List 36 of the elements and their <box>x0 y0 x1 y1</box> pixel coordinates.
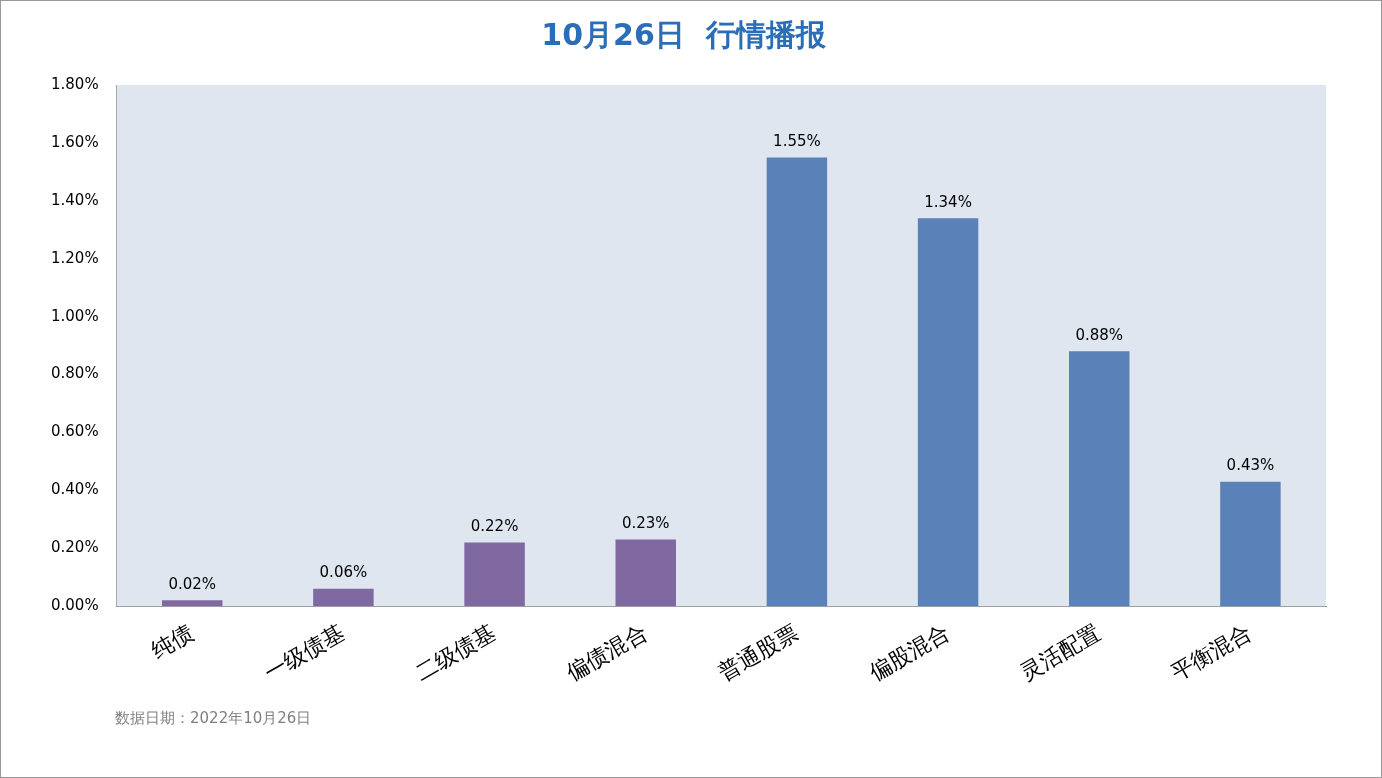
bar <box>162 600 223 607</box>
y-tick-label: 1.40% <box>51 190 99 209</box>
bar <box>917 218 979 607</box>
data-label: 1.34% <box>924 192 972 211</box>
x-tick-label: 偏股混合 <box>864 619 954 685</box>
bar <box>1220 481 1281 607</box>
data-label: 0.22% <box>470 516 519 535</box>
y-tick-label: 1.60% <box>51 132 99 151</box>
data-label: 1.55% <box>773 131 821 150</box>
y-tick-label: 0.80% <box>51 364 99 383</box>
chart-title: 10月26日 行情播报 <box>541 16 827 52</box>
y-tick-label: 1.20% <box>51 248 99 267</box>
data-label: 0.02% <box>168 574 217 593</box>
bar <box>1069 351 1130 607</box>
x-tick-label: 纯债 <box>146 619 198 663</box>
data-label: 0.88% <box>1075 325 1124 344</box>
y-tick-label: 1.80% <box>51 74 99 93</box>
x-tick-label: 偏债混合 <box>562 619 652 685</box>
data-label: 0.06% <box>319 563 368 582</box>
x-tick-label: 灵活配置 <box>1015 619 1105 685</box>
y-tick-label: 1.00% <box>51 306 99 325</box>
data-label: 0.43% <box>1226 456 1275 475</box>
x-tick-label: 平衡混合 <box>1167 619 1256 685</box>
y-tick-label: 0.00% <box>51 596 99 615</box>
y-tick-label: 0.40% <box>51 480 99 499</box>
text: 数据日期：2022年10月26日 <box>115 708 312 729</box>
x-tick-label: 普通股票 <box>713 619 803 685</box>
x-tick-label: 二级债基 <box>411 619 500 685</box>
bar <box>615 539 676 607</box>
bar <box>313 588 374 607</box>
x-tick-label: 一级债基 <box>260 619 349 685</box>
bar <box>766 157 828 607</box>
y-tick-label: 0.60% <box>51 422 99 441</box>
data-label: 0.23% <box>621 513 670 532</box>
bar <box>464 542 525 607</box>
y-tick-label: 0.20% <box>51 538 99 557</box>
